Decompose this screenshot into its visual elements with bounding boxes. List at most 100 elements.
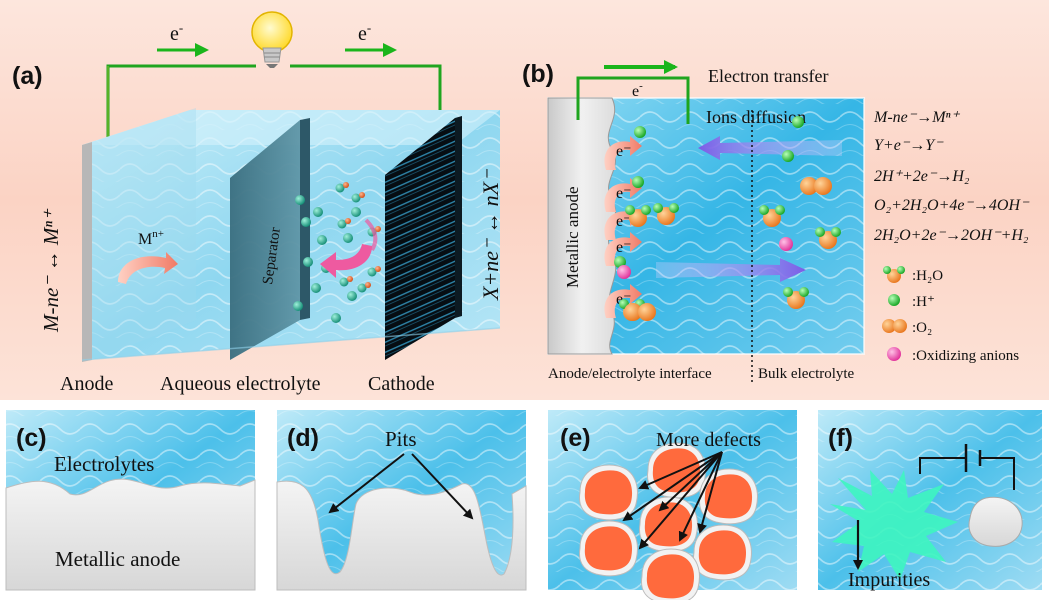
panel-e: (e) More defects [548, 410, 797, 600]
defect-arrows [622, 451, 723, 550]
legend-label: :H⁺ [912, 294, 935, 310]
ion-particle [331, 313, 341, 323]
ion-particle [295, 195, 305, 205]
reaction-equation: 2H⁺+2e⁻→H₂ [874, 168, 970, 185]
defect-grain [641, 548, 700, 600]
svg-text:e-: e- [358, 20, 371, 45]
impurities-label: Impurities [848, 569, 930, 591]
ion-particle [313, 207, 323, 217]
ions-diffusion-label: Ions diffusion [706, 107, 806, 127]
legend-label: :Oxidizing anions [912, 348, 1019, 364]
curved-arrow-icon [604, 136, 642, 170]
metallic-anode-surface [5, 478, 256, 591]
panel-c-tag: (c) [16, 424, 47, 452]
pits-arrow [411, 453, 474, 520]
panel-d: (d) Pits [276, 410, 527, 591]
panel-f-tag: (f) [828, 424, 853, 452]
panel-b-tag: (b) [522, 60, 554, 88]
legend-entry: :O₂ [882, 319, 932, 336]
ion-pair [339, 276, 353, 287]
legend: :H₂O :H⁺ :O₂ :Oxidizing anions [882, 266, 1019, 364]
pits-label: Pits [385, 427, 417, 451]
defect-arrow [658, 451, 723, 512]
legend-entry: :H₂O [883, 266, 943, 284]
h2o-molecule [759, 205, 785, 227]
panel-a-tag: (a) [12, 62, 43, 90]
ion-particle [303, 257, 313, 267]
svg-text:e-: e- [170, 20, 183, 45]
electron-mark: e⁻ [616, 213, 632, 230]
bulk-electrolyte-label: Bulk electrolyte [758, 366, 855, 382]
electron-mark: e⁻ [616, 185, 632, 202]
reaction-list: M-ne⁻→Mⁿ⁺ Y+e⁻→Y⁻ 2H⁺+2e⁻→H₂ O₂+2H₂O+4e⁻→4O… [873, 109, 1030, 244]
electrolyte-label: Aqueous electrolyte [160, 373, 321, 395]
ion-pair [367, 266, 381, 277]
defect-grains [579, 442, 758, 600]
metallic-anode-label: Metallic anode [563, 187, 582, 289]
h2o-molecule [815, 227, 841, 249]
reaction-equation: O₂+2H₂O+4e⁻→4OH⁻ [874, 197, 1030, 214]
reaction-equation: 2H₂O+2e⁻→2OH⁻+H₂ [874, 227, 1029, 244]
electrolytes-label: Electrolytes [54, 452, 154, 476]
more-defects-label: More defects [656, 429, 761, 451]
defect-arrow [697, 451, 723, 534]
curved-arrow-icon [118, 252, 178, 284]
separator-label: Separator [260, 226, 284, 285]
anode-label: Anode [60, 373, 113, 395]
impurity-shape [830, 470, 958, 580]
electron-flow-left: e- [157, 20, 209, 57]
curved-arrow-icon [320, 244, 372, 278]
legend-entry: :H⁺ [888, 294, 935, 310]
h-plus-ion [782, 150, 794, 162]
ion-diffusion-arrow-right [656, 258, 806, 282]
ion-particle [343, 233, 353, 243]
h2o-molecule [653, 203, 679, 225]
curved-arrow-icon [604, 178, 642, 212]
panel-d-tag: (d) [287, 424, 319, 452]
defect-grain [579, 464, 638, 521]
ion-particle [301, 217, 311, 227]
ion-diffusion-arrow-left [698, 136, 842, 160]
ion-particle [311, 283, 321, 293]
h-plus-ion [634, 126, 646, 138]
h2o-molecule [625, 205, 651, 227]
electron-transfer-label: Electron transfer [708, 66, 828, 86]
curved-arrow-icon [604, 284, 642, 318]
battery-cell [81, 108, 501, 362]
h-plus-ion [614, 256, 626, 268]
ion-pair [357, 282, 371, 293]
panel-b: (b) Metallic anode Electron transfer e- … [522, 60, 1030, 384]
cathode-plate [385, 118, 455, 360]
legend-label: :H₂O [912, 268, 943, 284]
electron-mark: e⁻ [616, 143, 632, 160]
defect-grain [647, 442, 706, 499]
defect-arrow [638, 451, 723, 550]
light-bulb-icon [251, 11, 293, 68]
b-wire-electron: e- [632, 80, 643, 100]
panel-f: (f) Impurities [818, 410, 1042, 591]
interface-label: Anode/electrolyte interface [548, 366, 712, 382]
h2o-molecule [783, 287, 809, 309]
reaction-equation: Y+e⁻→Y⁻ [874, 137, 944, 154]
o2-molecule [800, 177, 832, 195]
ion-pair [351, 192, 365, 203]
defect-grain [693, 524, 752, 581]
panel-a: (a) e- e- [12, 11, 503, 395]
electron-marks: e⁻e⁻e⁻e⁻e⁻ [604, 136, 642, 318]
electrolyte-particles [614, 116, 841, 321]
anode-plate [82, 142, 92, 362]
legend-label: :O₂ [912, 320, 932, 336]
metal-ion-label: Mn+ [138, 228, 164, 248]
defect-grain [579, 520, 638, 577]
pits-arrow [328, 453, 405, 514]
ion-pair [335, 182, 349, 193]
defect-grain [639, 496, 698, 553]
defect-grain [699, 468, 758, 525]
oxidizing-anion [779, 237, 793, 251]
o2-molecule [624, 303, 656, 321]
legend-entry: :Oxidizing anions [887, 347, 1019, 364]
h-plus-ion [792, 116, 804, 128]
defect-arrow [638, 451, 723, 490]
cathode-reaction: X+ne⁻ ↔ nX⁻ [478, 168, 503, 301]
